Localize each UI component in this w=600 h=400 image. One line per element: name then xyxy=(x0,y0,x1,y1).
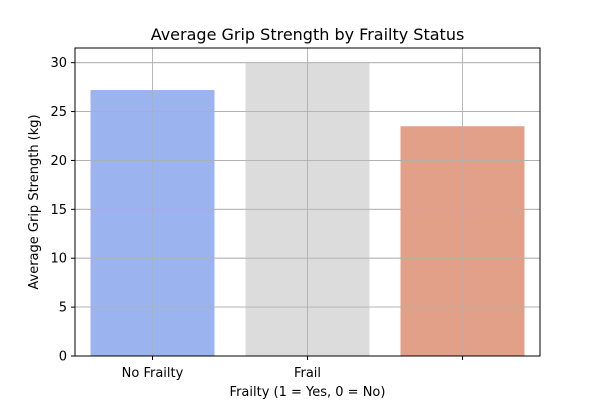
y-tick-label: 0 xyxy=(59,350,67,365)
ticks: 0 5 10 15 20 25 30 No Frailty Frail xyxy=(50,56,463,381)
y-tick-label: 5 xyxy=(59,301,67,316)
overlay-grid xyxy=(75,48,540,357)
y-tick-label: 20 xyxy=(50,154,67,169)
y-tick-label: 10 xyxy=(50,252,67,267)
x-tick-label: Frail xyxy=(294,366,321,381)
y-tick-label: 15 xyxy=(50,203,67,218)
chart-title: Average Grip Strength by Frailty Status xyxy=(151,25,465,44)
x-tick-label: No Frailty xyxy=(122,366,184,381)
x-axis-label: Frailty (1 = Yes, 0 = No) xyxy=(230,385,386,400)
y-tick-label: 30 xyxy=(50,56,67,71)
y-tick-label: 25 xyxy=(50,105,67,120)
y-axis-label: Average Grip Strength (kg) xyxy=(27,114,42,289)
